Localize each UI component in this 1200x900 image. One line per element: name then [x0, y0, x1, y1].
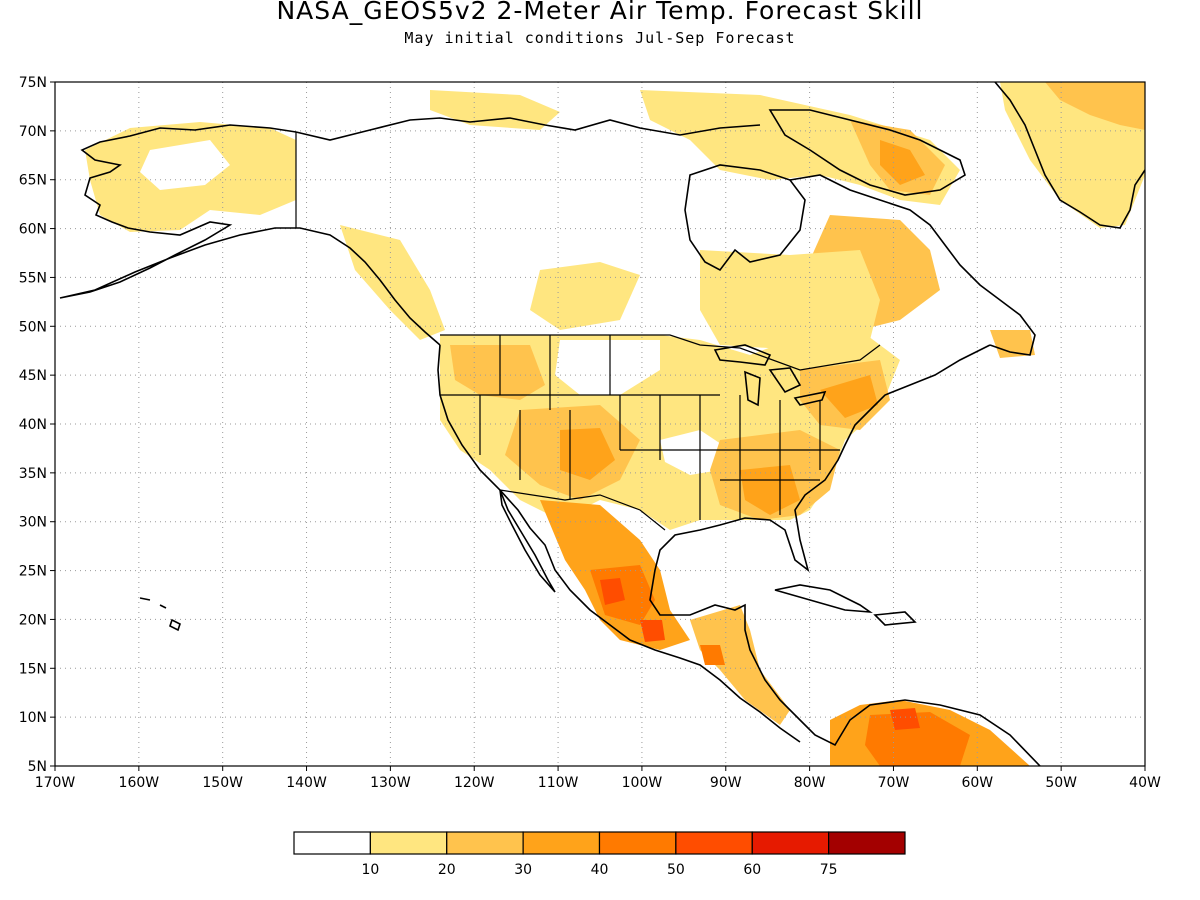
colorbar-label: 60 [743, 862, 761, 878]
skill-area-southwest-core [560, 428, 615, 480]
coastline-hispaniola [873, 611, 917, 626]
lat-tick-label: 10N [19, 710, 47, 726]
lon-tick-label: 150W [202, 775, 243, 791]
skill-area-central-america-core [700, 645, 725, 665]
colorbar-swatch [675, 831, 753, 855]
colorbar-label: 20 [438, 862, 456, 878]
skill-area-alaska-gap [140, 140, 230, 190]
lon-tick-label: 70W [878, 775, 910, 791]
lat-tick-label: 50N [19, 319, 47, 335]
colorbar-swatch [828, 831, 906, 855]
coastline-greenland [994, 82, 1145, 229]
lat-tick-label: 45N [19, 368, 47, 384]
lat-tick-label: 25N [19, 564, 47, 580]
lat-tick-label: 35N [19, 466, 47, 482]
lat-tick-label: 75N [19, 75, 47, 91]
lat-tick-label: 20N [19, 612, 47, 628]
lon-tick-label: 120W [454, 775, 495, 791]
lat-tick-label: 55N [19, 270, 47, 286]
coastline-hudson-bay [684, 164, 806, 272]
lon-tick-label: 160W [119, 775, 160, 791]
skill-area-conus-north-gap [555, 340, 660, 395]
skill-area-southeast-core [740, 465, 800, 515]
coastline-great-lakes [713, 344, 827, 407]
boundary-us-canada [440, 334, 881, 371]
map-title: NASA_GEOS5v2 2-Meter Air Temp. Forecast … [276, 0, 924, 25]
coastline-labrador [789, 174, 1036, 356]
colorbar-swatch [446, 831, 524, 855]
lon-tick-label: 90W [710, 775, 742, 791]
map-subtitle: May initial conditions Jul-Sep Forecast [404, 29, 796, 47]
boundary-states [440, 335, 840, 520]
lat-tick-label: 5N [28, 759, 47, 775]
latitude-labels: 75N 70N 65N 60N 55N 50N 45N 40N 35N 30N 25N 20N 15N 1… [19, 75, 55, 775]
skill-area-baffin-peak [880, 140, 925, 185]
longitude-labels: 170W 160W 150W 140W 130W 120W 110W 100W 90W 80W 70… [35, 766, 1161, 791]
coastline-hawaii [139, 597, 181, 632]
boundary-us-mexico [499, 489, 666, 531]
colorbar-label: 30 [514, 862, 532, 878]
lon-tick-label: 140W [286, 775, 327, 791]
coastline-cuba [774, 584, 873, 614]
lon-tick-label: 110W [538, 775, 579, 791]
map-gridlines [55, 82, 1145, 766]
coastline-baja [499, 489, 556, 593]
coastline-americas-east [649, 344, 1041, 766]
lat-tick-label: 65N [19, 173, 47, 189]
colorbar-swatch [522, 831, 601, 855]
skill-area-south-america-core [865, 712, 970, 766]
lat-tick-label: 70N [19, 124, 47, 140]
coastline-baffin [768, 109, 966, 196]
lon-tick-label: 100W [622, 775, 663, 791]
lat-tick-label: 40N [19, 417, 47, 433]
skill-area-west [450, 345, 545, 400]
lon-tick-label: 170W [35, 775, 76, 791]
colorbar-swatch [293, 831, 371, 855]
colorbar-swatch [751, 831, 830, 855]
coastlines [59, 82, 1145, 766]
colorbar-label: 10 [361, 862, 379, 878]
coastline-alaska [59, 124, 441, 346]
lat-tick-label: 15N [19, 661, 47, 677]
lat-tick-label: 30N [19, 515, 47, 531]
skill-area-yucatan-peak [640, 620, 665, 642]
lat-tick-label: 60N [19, 222, 47, 238]
coastline-pacific [437, 344, 801, 743]
skill-area-arctic [430, 90, 560, 130]
colorbar: 10 20 30 40 50 60 75 [293, 831, 906, 878]
lon-tick-label: 130W [370, 775, 411, 791]
skill-area-prairies [530, 262, 640, 330]
skill-area-bc [340, 225, 445, 340]
skill-area-northeast-core [820, 375, 878, 418]
lon-tick-label: 40W [1129, 775, 1161, 791]
skill-area-greenland-core [1045, 82, 1145, 130]
skill-area-mexico-peak [600, 578, 625, 605]
skill-area-quebec [700, 250, 880, 350]
colorbar-label: 50 [667, 862, 685, 878]
coastline-arctic [295, 117, 761, 141]
skill-area-south-america-peak [890, 708, 920, 730]
lon-tick-label: 80W [794, 775, 826, 791]
colorbar-swatch [598, 831, 677, 855]
colorbar-label: 75 [820, 862, 838, 878]
lon-tick-label: 50W [1045, 775, 1077, 791]
political-boundaries [295, 132, 881, 531]
colorbar-label: 40 [591, 862, 609, 878]
skill-area-maritimes [990, 330, 1035, 358]
colorbar-swatch [369, 831, 448, 855]
skill-area-central-america [690, 605, 790, 725]
lon-tick-label: 60W [961, 775, 993, 791]
